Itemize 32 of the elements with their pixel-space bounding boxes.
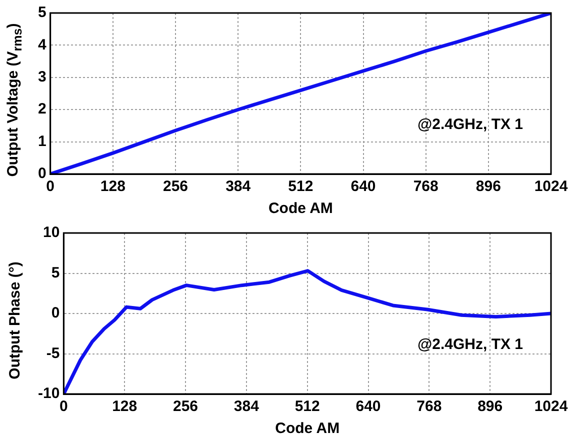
x-axis-title: Code AM [268,200,333,218]
x-tick-label: 768 [413,178,438,196]
y-tick-label: 2 [38,100,46,118]
x-axis-title: Code AM [275,420,340,438]
y-tick-label: 3 [38,68,46,86]
x-tick-label: 896 [476,178,501,196]
x-tick-label: 512 [288,178,314,196]
x-tick-label: 768 [416,398,442,416]
y-axis-title: Output Phase (°) [6,261,24,379]
annotation: @2.4GHz, TX 1 [418,116,523,133]
x-tick-label: 640 [356,398,381,416]
y-tick-label: -10 [38,385,60,402]
y-tick-label: 10 [42,224,60,242]
x-tick-label: 1024 [534,178,568,196]
x-tick-label: 512 [294,398,320,416]
x-tick-label: 1024 [534,398,568,416]
x-tick-label: 384 [234,398,260,416]
y-tick-label: 1 [38,132,46,150]
annotation: @2.4GHz, TX 1 [418,336,523,353]
y-tick-label: 0 [51,304,60,322]
x-tick-label: 256 [172,398,198,416]
x-tick-label: 128 [100,178,126,196]
y-tick-label: 5 [38,4,46,22]
x-tick-label: 896 [478,398,503,416]
y-tick-label: -5 [46,344,60,362]
y-tick-label: 0 [38,165,46,182]
x-tick-label: 128 [112,398,138,416]
x-tick-label: 640 [350,178,376,196]
y-tick-label: 5 [51,264,60,282]
y-tick-label: 4 [38,36,47,54]
x-tick-label: 256 [162,178,188,196]
x-tick-label: 384 [226,178,252,196]
